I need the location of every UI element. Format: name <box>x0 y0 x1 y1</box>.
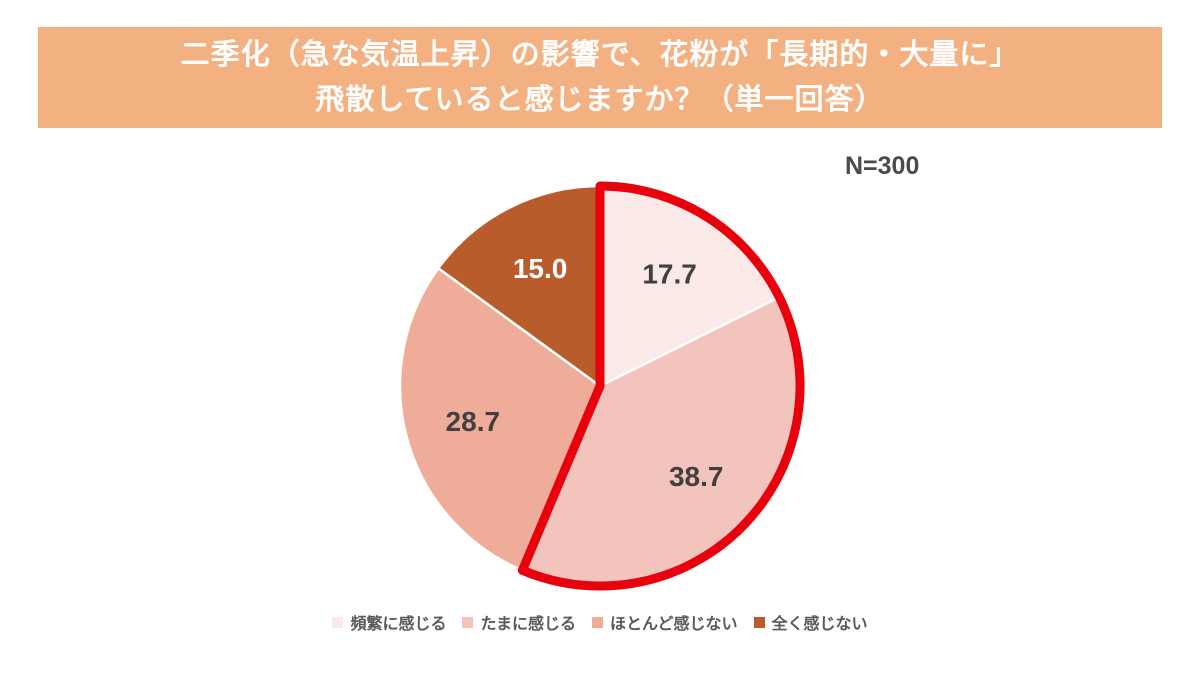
legend-item-0: 頻繁に感じる <box>332 610 446 634</box>
highlight-outline <box>517 181 805 591</box>
slice-value-label-2: 28.7 <box>446 406 501 437</box>
legend-swatch-icon <box>332 616 344 628</box>
legend-item-3: 全く感じない <box>753 610 868 634</box>
pie-slice-3 <box>437 184 602 388</box>
legend-item-1: たまに感じる <box>462 610 576 634</box>
legend-item-2: ほとんど感じない <box>592 610 738 634</box>
legend-swatch-icon <box>592 616 603 628</box>
slice-value-label-3: 15.0 <box>513 253 568 284</box>
sample-size-label: N=300 <box>845 152 920 180</box>
legend-label: ほとんど感じない <box>610 616 738 633</box>
legend-label: 頻繁に感じる <box>350 616 447 633</box>
slice-value-label-1: 38.7 <box>669 461 724 492</box>
legend-swatch-icon <box>462 616 474 628</box>
pie-svg: 17.7 38.7 28.7 15.0 <box>398 181 805 591</box>
pie-chart: 17.7 38.7 28.7 15.0 <box>380 166 820 606</box>
slice-value-label-0: 17.7 <box>642 258 697 289</box>
legend-label: 全く感じない <box>771 616 868 633</box>
title-banner: 二季化（急な気温上昇）の影響で、花粉が「長期的・大量に」 飛散していると感じます… <box>38 27 1162 128</box>
chart-title-line-2: 飛散していると感じますか？（単一回答） <box>315 83 885 116</box>
chart-title-line-1: 二季化（急な気温上昇）の影響で、花粉が「長期的・大量に」 <box>180 38 1020 71</box>
legend-label: たまに感じる <box>480 616 576 633</box>
legend-swatch-icon <box>753 616 765 628</box>
legend: 頻繁に感じる たまに感じる ほとんど感じない 全く感じない <box>0 606 1200 638</box>
